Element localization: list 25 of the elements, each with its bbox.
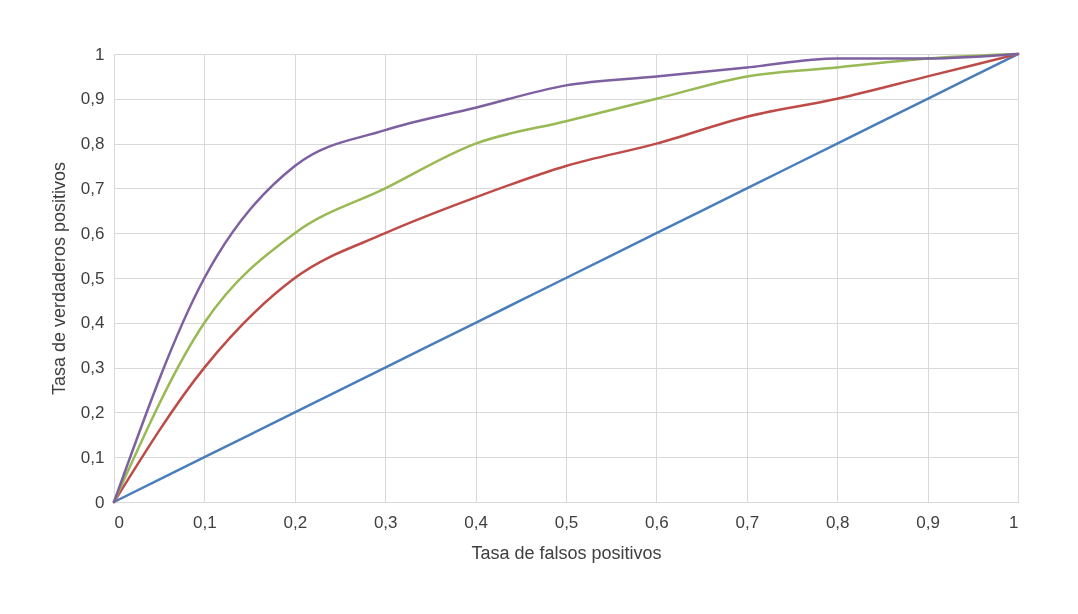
x-tick-label: 0,9 xyxy=(916,512,940,532)
x-tick-label: 0,7 xyxy=(735,512,760,532)
y-tick-label: 0,3 xyxy=(80,358,105,378)
x-tick-label: 0,4 xyxy=(464,512,488,532)
y-tick-label: 0,7 xyxy=(80,178,105,198)
x-tick-label: 1 xyxy=(1009,512,1019,532)
x-tick-label: 0,5 xyxy=(554,512,579,532)
y-tick-label: 0,1 xyxy=(80,447,105,467)
y-tick-label: 0,9 xyxy=(80,89,105,109)
x-tick-label: 0,6 xyxy=(645,512,669,532)
x-tick-label: 0,8 xyxy=(825,512,850,532)
x-tick-label: 0,1 xyxy=(193,512,217,532)
x-tick-label: 0,2 xyxy=(283,512,308,532)
y-tick-label: 0,2 xyxy=(80,402,105,422)
y-tick-label: 1 xyxy=(95,44,105,64)
y-tick-label: 0,4 xyxy=(80,313,105,333)
y-tick-label: 0,5 xyxy=(80,268,105,288)
x-tick-label: 0 xyxy=(114,512,124,532)
y-tick-label: 0 xyxy=(95,492,105,512)
x-tick-label: 0,3 xyxy=(373,512,398,532)
y-tick-label: 0,8 xyxy=(80,134,105,154)
y-tick-label: 0,6 xyxy=(80,223,105,243)
y-axis-title: Tasa de verdaderos positivos xyxy=(48,161,69,396)
x-axis-title: Tasa de falsos positivos xyxy=(471,542,662,563)
line-series xyxy=(112,52,1020,504)
